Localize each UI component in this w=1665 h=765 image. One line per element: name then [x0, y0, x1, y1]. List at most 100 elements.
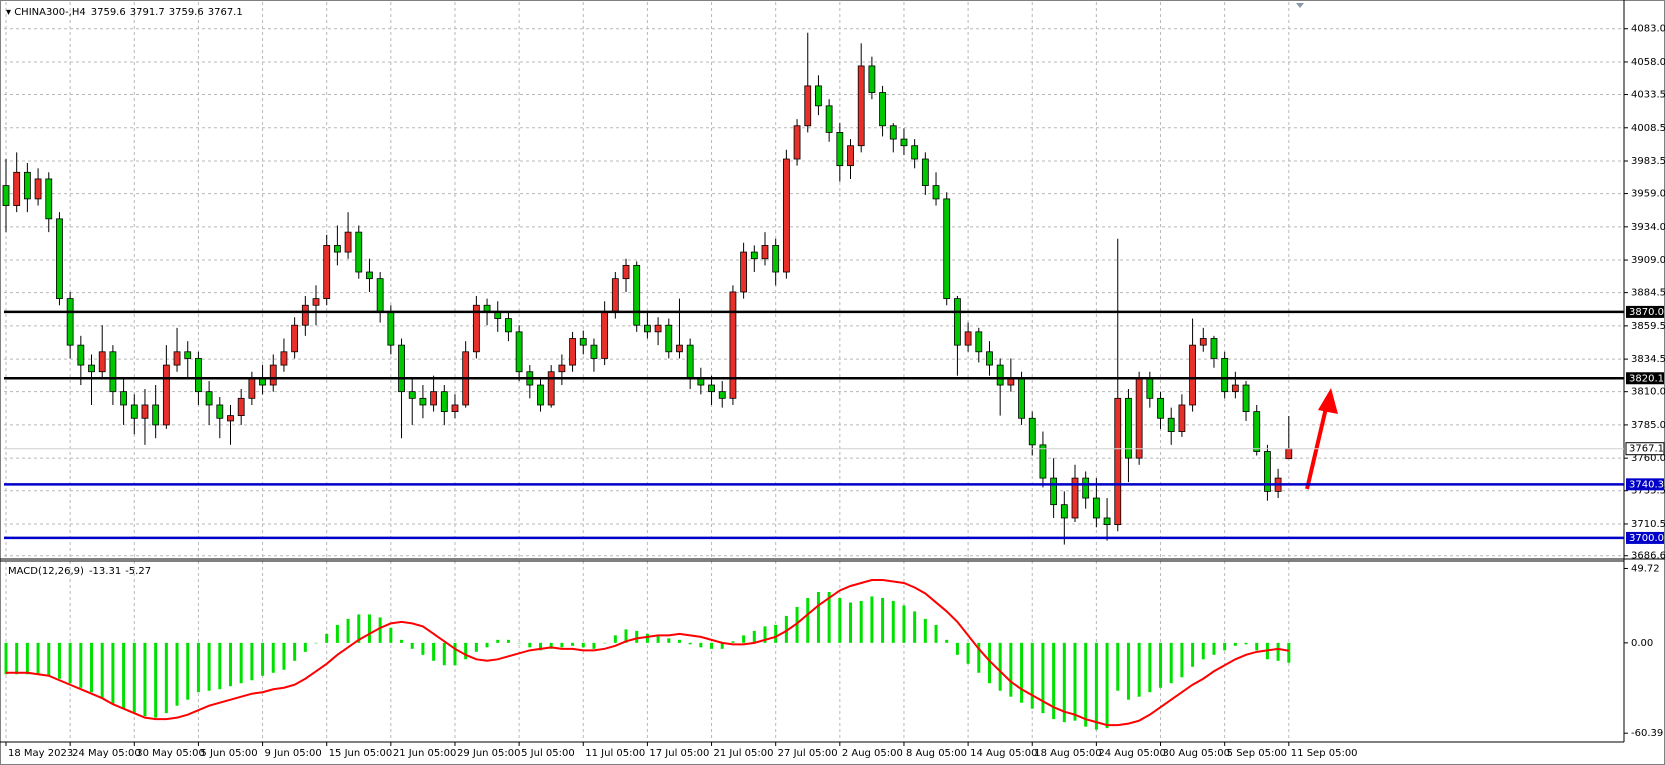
level-label-box	[1626, 478, 1664, 491]
candle-body	[440, 391, 448, 413]
candle-body	[857, 65, 865, 147]
candle-body	[772, 245, 780, 273]
macd-bar	[186, 642, 190, 700]
macd-bar	[1126, 642, 1130, 700]
macd-bar	[335, 624, 339, 643]
candle-body	[355, 231, 363, 273]
macd-bar	[90, 642, 94, 693]
macd-bar	[784, 615, 788, 643]
candle-body	[644, 324, 651, 333]
candle-body	[676, 344, 683, 353]
candle-body	[280, 351, 288, 366]
level-label: 3870.0	[1629, 307, 1664, 318]
macd-bar	[656, 635, 660, 643]
candle-body	[77, 344, 85, 366]
y-tick-label: 4033.5	[1631, 90, 1665, 101]
macd-bar	[485, 642, 489, 648]
candle-body	[825, 105, 833, 133]
menu-arrow: ▾	[6, 7, 14, 18]
macd-bar	[250, 642, 254, 681]
macd-bar	[175, 642, 179, 706]
macd-bar	[549, 642, 553, 649]
macd-bar	[517, 642, 521, 644]
level-label-box	[1626, 305, 1664, 318]
macd-bar	[923, 618, 927, 643]
candle-body	[184, 351, 192, 359]
candle-body	[216, 404, 224, 419]
macd-bar	[560, 642, 564, 648]
candle-body	[815, 85, 822, 107]
macd-bar	[699, 642, 703, 648]
candle-body	[66, 298, 74, 346]
macd-bar	[635, 630, 639, 643]
macd-bar	[1223, 642, 1227, 651]
macd-bar	[1244, 642, 1248, 645]
macd-bar	[987, 642, 991, 684]
macd-bar	[207, 642, 211, 691]
x-tick-label: 11 Jul 05:00	[585, 748, 645, 759]
macd-bar	[1233, 642, 1237, 646]
macd-bar	[1137, 642, 1141, 697]
y-tick-label: 3909.0	[1631, 255, 1665, 266]
macd-bar	[1084, 642, 1088, 727]
level-label-box	[1626, 372, 1664, 385]
candle-body	[1092, 497, 1100, 519]
macd-bar	[143, 642, 147, 717]
macd-bar	[870, 596, 874, 643]
candle-body	[1103, 517, 1111, 526]
candle-body	[622, 264, 630, 280]
x-tick-label: 21 Jul 05:00	[714, 748, 774, 759]
candle-body	[782, 158, 790, 273]
candle-body	[569, 338, 576, 366]
macd-bar	[838, 597, 842, 643]
candle-body	[954, 298, 961, 346]
y-tick-label: 3710.5	[1631, 519, 1665, 530]
macd-bar	[1212, 642, 1216, 655]
ohlc-high: 3791.7	[130, 7, 165, 18]
signal-value: -5.27	[125, 566, 151, 577]
candle-body	[430, 391, 438, 406]
x-tick-label: 17 Jul 05:00	[649, 748, 709, 759]
candle-body	[130, 404, 138, 419]
macd-bar	[849, 602, 853, 643]
macd-bar	[282, 642, 286, 670]
macd-bar	[25, 642, 29, 675]
candle-body	[1221, 358, 1229, 393]
candle-body	[964, 331, 972, 346]
macd-bar	[645, 633, 649, 643]
candle-body	[227, 415, 234, 422]
macd-bar	[1169, 642, 1173, 684]
macd-bar	[1073, 642, 1077, 721]
price-label-box	[1625, 442, 1665, 456]
x-tick-label: 15 Jun 05:00	[329, 748, 393, 759]
macd-bar	[314, 642, 318, 644]
macd-bar	[1105, 642, 1109, 729]
macd-bar	[36, 642, 40, 675]
macd-bar	[613, 635, 617, 643]
macd-bar	[528, 642, 532, 648]
candle-body	[1018, 377, 1025, 419]
candle-body	[547, 371, 555, 406]
candle-body	[921, 158, 929, 187]
candle-body	[1253, 411, 1261, 452]
macd-bar	[752, 630, 756, 643]
macd-bar	[955, 642, 959, 655]
candle-body	[505, 318, 512, 333]
candle-body	[750, 251, 758, 260]
candle-body	[740, 251, 748, 293]
candle-body	[943, 198, 951, 300]
price-label: 3767.1	[1629, 444, 1664, 455]
macd-bar	[421, 642, 425, 655]
candle-body	[590, 344, 598, 359]
y-tick-label: 3884.5	[1631, 288, 1665, 299]
candle-body	[900, 138, 908, 147]
macd-bar	[816, 591, 820, 643]
y-tick-label: 4083.0	[1631, 24, 1665, 35]
candle-body	[1060, 504, 1068, 519]
candle-body	[761, 245, 769, 260]
candle-body	[398, 344, 405, 393]
macd-bar	[57, 642, 61, 679]
candle-body	[986, 351, 993, 366]
candle-body	[162, 364, 170, 426]
